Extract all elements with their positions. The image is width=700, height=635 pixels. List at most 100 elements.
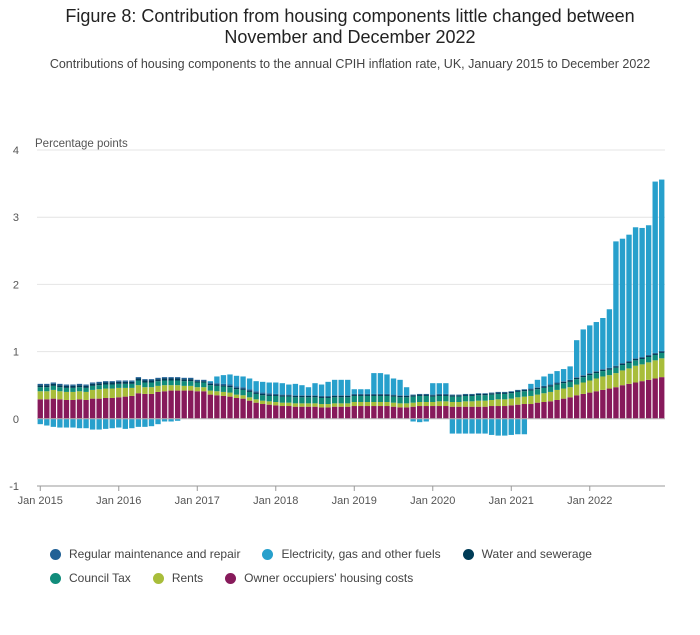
bar-group (443, 383, 449, 419)
bar-segment (600, 376, 606, 390)
bar-segment (397, 407, 403, 419)
bar-segment (161, 391, 168, 419)
bar-segment (358, 402, 364, 407)
bar-segment (299, 395, 305, 396)
bar-segment (246, 391, 253, 398)
bar-segment (103, 418, 109, 429)
bar-segment (423, 394, 429, 396)
bar-group (613, 241, 619, 419)
bar-segment (462, 393, 469, 395)
bar-segment (240, 387, 246, 389)
bar-segment (63, 385, 70, 388)
bar-segment (443, 395, 449, 402)
bar-segment (371, 393, 377, 395)
bar-segment (292, 395, 299, 398)
bar-segment (515, 391, 521, 398)
bar-segment (371, 394, 377, 396)
bar-segment (541, 385, 547, 387)
bar-segment (482, 395, 488, 401)
bar-segment (240, 388, 246, 390)
bar-segment (456, 394, 462, 396)
bar-group (619, 238, 626, 419)
bar-segment (96, 385, 102, 390)
bar-segment (574, 377, 580, 378)
bar-group (645, 225, 652, 419)
bar-segment (201, 391, 207, 419)
bar-group (292, 383, 299, 419)
bar-segment (220, 395, 227, 419)
bar-segment (469, 393, 475, 395)
bar-group (587, 325, 593, 419)
bar-segment (521, 389, 528, 390)
bar-segment (148, 418, 155, 427)
bar-segment (508, 405, 514, 419)
bar-segment (528, 383, 534, 389)
bar-segment (371, 406, 377, 419)
bar-segment (613, 365, 619, 367)
bar-segment (325, 395, 331, 397)
legend-swatch (462, 548, 474, 560)
bar-segment (194, 381, 200, 383)
bar-segment (83, 384, 89, 386)
bar-segment (364, 406, 371, 419)
bar-segment (220, 386, 227, 392)
bar-segment (613, 387, 619, 419)
bar-segment (168, 378, 174, 381)
bar-segment (50, 389, 57, 399)
bar-segment (436, 401, 442, 407)
bar-segment (325, 397, 331, 405)
bar-segment (345, 395, 351, 396)
bar-segment (534, 389, 541, 395)
bar-segment (502, 418, 508, 436)
bar-segment (135, 377, 142, 379)
legend-label: Regular maintenance and repair (69, 547, 241, 561)
bar-segment (358, 389, 364, 394)
bar-segment (194, 387, 200, 392)
bar-segment (606, 369, 613, 376)
bar-segment (246, 389, 253, 391)
bar-segment (260, 381, 266, 393)
bar-segment (403, 397, 410, 404)
bar-segment (70, 387, 76, 392)
bar-segment (423, 418, 429, 422)
bar-segment (462, 401, 469, 407)
bar-group (214, 376, 220, 419)
bar-segment (161, 385, 168, 392)
bar-segment (377, 402, 384, 407)
bar-segment (331, 395, 338, 398)
bar-group (338, 379, 344, 419)
bar-group (600, 318, 606, 419)
legend-item: Rents (152, 571, 203, 585)
bar-segment (534, 387, 541, 390)
bar-segment (462, 418, 469, 434)
bar-segment (37, 387, 43, 392)
legend-swatch (50, 572, 61, 584)
bar-group (325, 381, 331, 419)
bar-segment (161, 377, 168, 379)
bar-segment (292, 383, 299, 396)
bar-segment (312, 406, 318, 419)
bar-segment (515, 397, 521, 405)
bar-segment (364, 395, 371, 402)
bar-segment (63, 418, 70, 428)
bar-segment (371, 373, 377, 394)
x-tick-label: Jan 2019 (332, 495, 377, 507)
bar-segment (560, 398, 567, 419)
bar-segment (345, 397, 351, 404)
bar-segment (273, 382, 279, 394)
bar-segment (286, 402, 292, 407)
bar-segment (606, 368, 613, 370)
y-tick-label: 2 (13, 279, 19, 291)
bar-segment (201, 381, 207, 383)
x-tick-label: Jan 2016 (96, 495, 141, 507)
bar-group (384, 374, 390, 419)
bar-segment (83, 385, 89, 388)
bar-segment (469, 406, 475, 419)
bar-segment (443, 401, 449, 407)
bar-segment (587, 325, 593, 374)
bar-segment (155, 391, 161, 419)
x-tick-label: Jan 2015 (18, 495, 63, 507)
bar-segment (364, 393, 371, 395)
bar-group (312, 383, 318, 419)
bar-segment (652, 378, 658, 419)
